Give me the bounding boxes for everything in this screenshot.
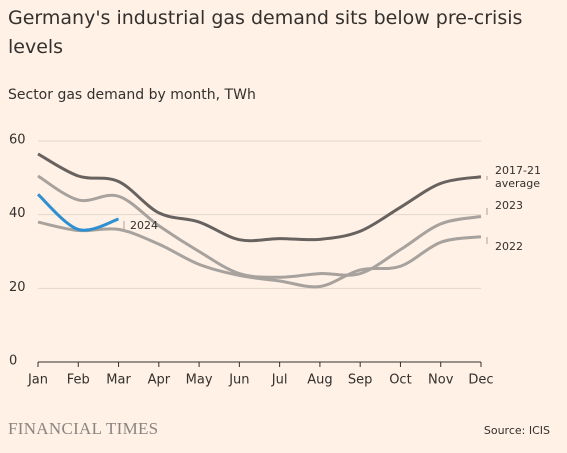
x-tick-label: Dec [468,373,493,388]
x-tick-label: Apr [148,373,171,388]
brand: FINANCIAL TIMES [8,419,158,438]
label-connectors [123,176,488,244]
y-tick-label: 20 [9,280,26,295]
x-tick-label: May [186,373,213,388]
x-tick-label: Jun [228,373,249,388]
x-tick-label: Nov [428,373,454,388]
series-label: 2017-21 average [495,164,541,190]
title-box: Germany's industrial gas demand sits bel… [8,7,523,58]
line-series [37,174,482,279]
line-series [37,220,482,289]
source: Source: ICIS [484,424,550,437]
line-series [37,152,482,243]
x-tick-label: Jul [271,373,288,388]
y-tick-label: 40 [9,206,26,221]
x-tick-label: Sep [348,373,373,388]
x-tick-label: Oct [389,373,411,388]
x-tick-label: Feb [67,373,90,388]
chart-subtitle: Sector gas demand by month, TWh [8,87,256,103]
y-tick-label: 60 [9,133,26,148]
series-label: 2023 [495,199,523,212]
series-label: 2024 [130,219,158,232]
x-tick-label: Mar [106,373,131,388]
chart-title: Germany's industrial gas demand sits bel… [8,7,523,58]
x-tick-label: Aug [307,373,332,388]
series-label: 2022 [495,240,523,253]
y-tick-label: 0 [9,354,17,369]
x-tick-label: Jan [27,373,48,388]
line-series [36,193,120,232]
